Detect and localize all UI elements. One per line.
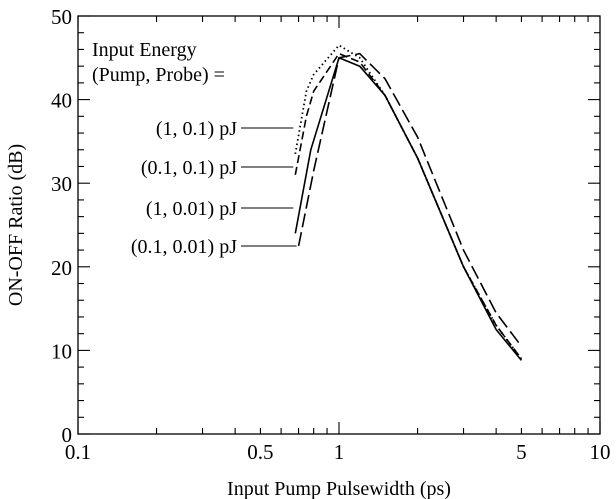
- series-line-4: [297, 52, 523, 347]
- x-tick-label: 10: [590, 440, 611, 464]
- legend-header-line: Input Energy: [92, 39, 197, 61]
- series-line-3: [294, 57, 523, 361]
- x-tick-label: 5: [516, 440, 527, 464]
- series-label-2: (0.1, 0.1) pJ: [141, 157, 237, 179]
- x-tick-label: 0.5: [247, 440, 273, 464]
- series-label-4: (0.1, 0.01) pJ: [131, 236, 237, 258]
- y-tick-label: 20: [51, 256, 72, 280]
- series-label-3: (1, 0.01) pJ: [146, 198, 237, 220]
- y-axis-title: ON-OFF Ratio (dB): [5, 144, 27, 306]
- y-tick-label: 50: [51, 5, 72, 29]
- y-tick-label: 10: [51, 339, 72, 363]
- y-tick-label: 30: [51, 172, 72, 196]
- legend-header-line: (Pump, Probe) =: [92, 64, 225, 86]
- series-line-1: [294, 44, 523, 360]
- x-tick-label: 1: [334, 440, 345, 464]
- series-label-1: (1, 0.1) pJ: [156, 118, 237, 140]
- x-axis-title: Input Pump Pulsewidth (ps): [227, 478, 451, 499]
- x-tick-label: 0.1: [65, 440, 91, 464]
- y-tick-label: 40: [51, 89, 72, 113]
- series-line-2: [294, 52, 523, 360]
- y-tick-label: 0: [62, 423, 73, 447]
